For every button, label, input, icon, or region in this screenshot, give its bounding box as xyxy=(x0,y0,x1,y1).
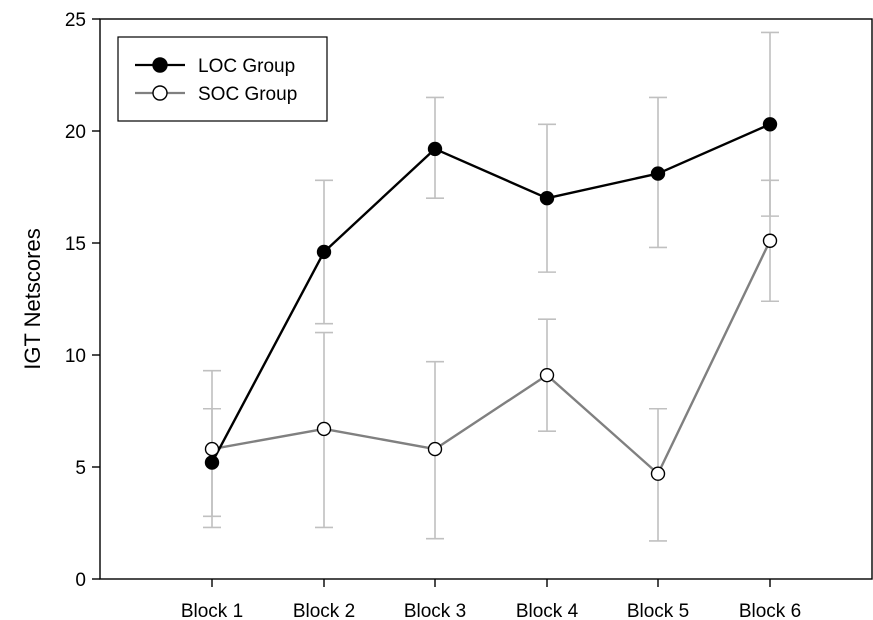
data-point xyxy=(204,441,220,457)
data-point xyxy=(316,244,332,260)
y-tick-label: 5 xyxy=(75,458,86,479)
data-point xyxy=(762,117,778,132)
x-axis: Block 1 Block 2 Block 3 Block 4 Block 5 Block… xyxy=(181,579,801,620)
y-tick-label: 0 xyxy=(75,570,86,591)
legend-marker-loc xyxy=(152,57,168,73)
x-tick-label: Block 1 xyxy=(181,601,243,620)
y-axis: 0 5 10 15 20 25 xyxy=(65,10,100,591)
y-tick-label: 10 xyxy=(65,346,86,367)
data-point xyxy=(204,455,220,470)
data-point xyxy=(427,441,443,457)
legend-label-loc: LOC Group xyxy=(198,56,295,77)
data-point xyxy=(762,233,778,248)
series-line xyxy=(210,123,771,464)
y-tick-label: 20 xyxy=(65,122,86,143)
x-tick-label: Block 5 xyxy=(627,601,689,620)
x-tick-label: Block 4 xyxy=(516,601,579,620)
legend: LOC Group SOC Group xyxy=(117,36,328,122)
data-point xyxy=(539,367,555,383)
y-axis-title: IGT Netscores xyxy=(20,228,45,369)
series-line xyxy=(211,240,772,475)
data-point xyxy=(427,141,443,157)
series-lines xyxy=(210,123,772,475)
y-tick-label: 25 xyxy=(65,10,86,31)
data-point xyxy=(650,166,666,181)
x-tick-label: Block 6 xyxy=(739,601,801,620)
legend-marker-soc xyxy=(152,85,168,101)
legend-label-soc: SOC Group xyxy=(198,84,297,105)
legend-box xyxy=(117,36,328,122)
data-point xyxy=(650,466,666,481)
x-tick-label: Block 3 xyxy=(404,601,466,620)
x-tick-label: Block 2 xyxy=(293,601,355,620)
y-tick-label: 15 xyxy=(65,234,86,255)
plot-frame xyxy=(99,18,873,580)
series-points xyxy=(204,117,778,481)
data-point xyxy=(316,421,332,437)
data-point xyxy=(539,190,555,206)
